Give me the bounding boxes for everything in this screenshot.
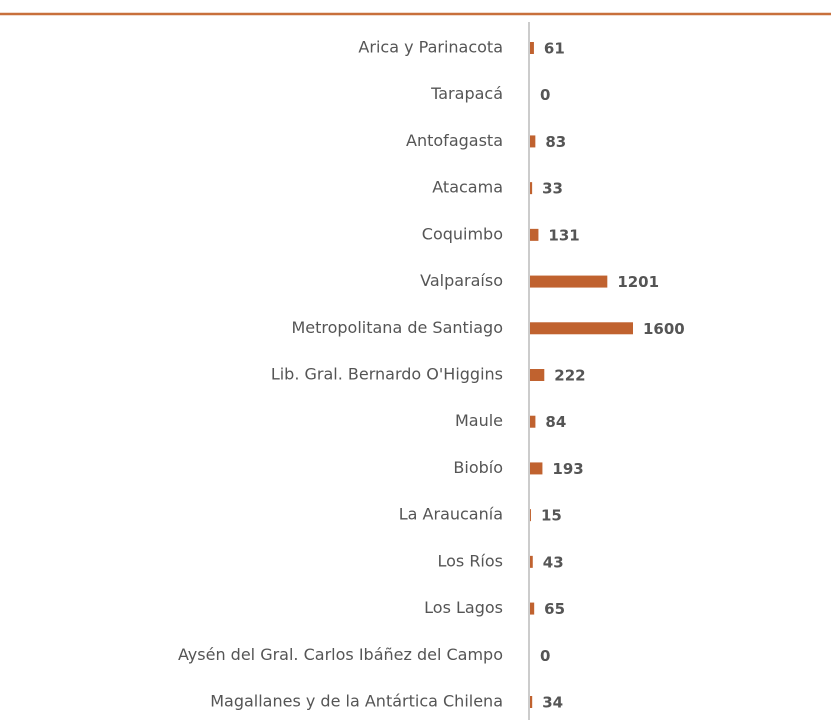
category-label: Tarapacá	[430, 84, 503, 103]
value-label: 83	[545, 133, 566, 151]
value-label: 65	[544, 600, 565, 618]
category-label: Atacama	[432, 178, 503, 197]
value-label: 15	[541, 507, 562, 525]
category-label: Los Ríos	[437, 551, 503, 570]
value-label: 0	[540, 86, 550, 104]
value-label: 1600	[643, 320, 685, 338]
bar	[530, 415, 536, 428]
value-label: 193	[552, 460, 583, 478]
bar	[530, 228, 539, 241]
bar	[530, 275, 608, 288]
category-label: Aysén del Gral. Carlos Ibáñez del Campo	[178, 645, 503, 664]
value-label: 43	[543, 553, 564, 571]
value-label: 61	[544, 40, 565, 58]
bar	[530, 182, 533, 195]
value-label: 222	[554, 367, 585, 385]
bar	[530, 462, 543, 475]
category-label: Biobío	[453, 458, 503, 477]
category-label: Antofagasta	[406, 131, 503, 150]
value-label: 1201	[617, 273, 659, 291]
category-label: Metropolitana de Santiago	[291, 318, 503, 337]
category-label: Los Lagos	[424, 598, 503, 617]
category-label: Lib. Gral. Bernardo O'Higgins	[271, 365, 503, 384]
category-label: Maule	[455, 411, 503, 430]
category-label: Valparaíso	[420, 271, 503, 290]
bar	[530, 555, 533, 568]
category-label: La Araucanía	[399, 505, 503, 524]
bar	[530, 135, 536, 148]
value-label: 84	[545, 413, 566, 431]
bar	[530, 322, 633, 335]
category-label: Arica y Parinacota	[358, 38, 503, 57]
bar	[530, 42, 534, 54]
bar	[530, 602, 535, 615]
bar	[530, 369, 545, 381]
value-label: 34	[542, 694, 563, 712]
category-label: Magallanes y de la Antártica Chilena	[210, 692, 503, 711]
value-label: 131	[548, 226, 579, 244]
value-label: 33	[542, 180, 563, 198]
category-label: Coquimbo	[422, 224, 503, 243]
bar	[530, 509, 531, 522]
value-label: 0	[540, 647, 550, 665]
bar	[530, 696, 533, 708]
